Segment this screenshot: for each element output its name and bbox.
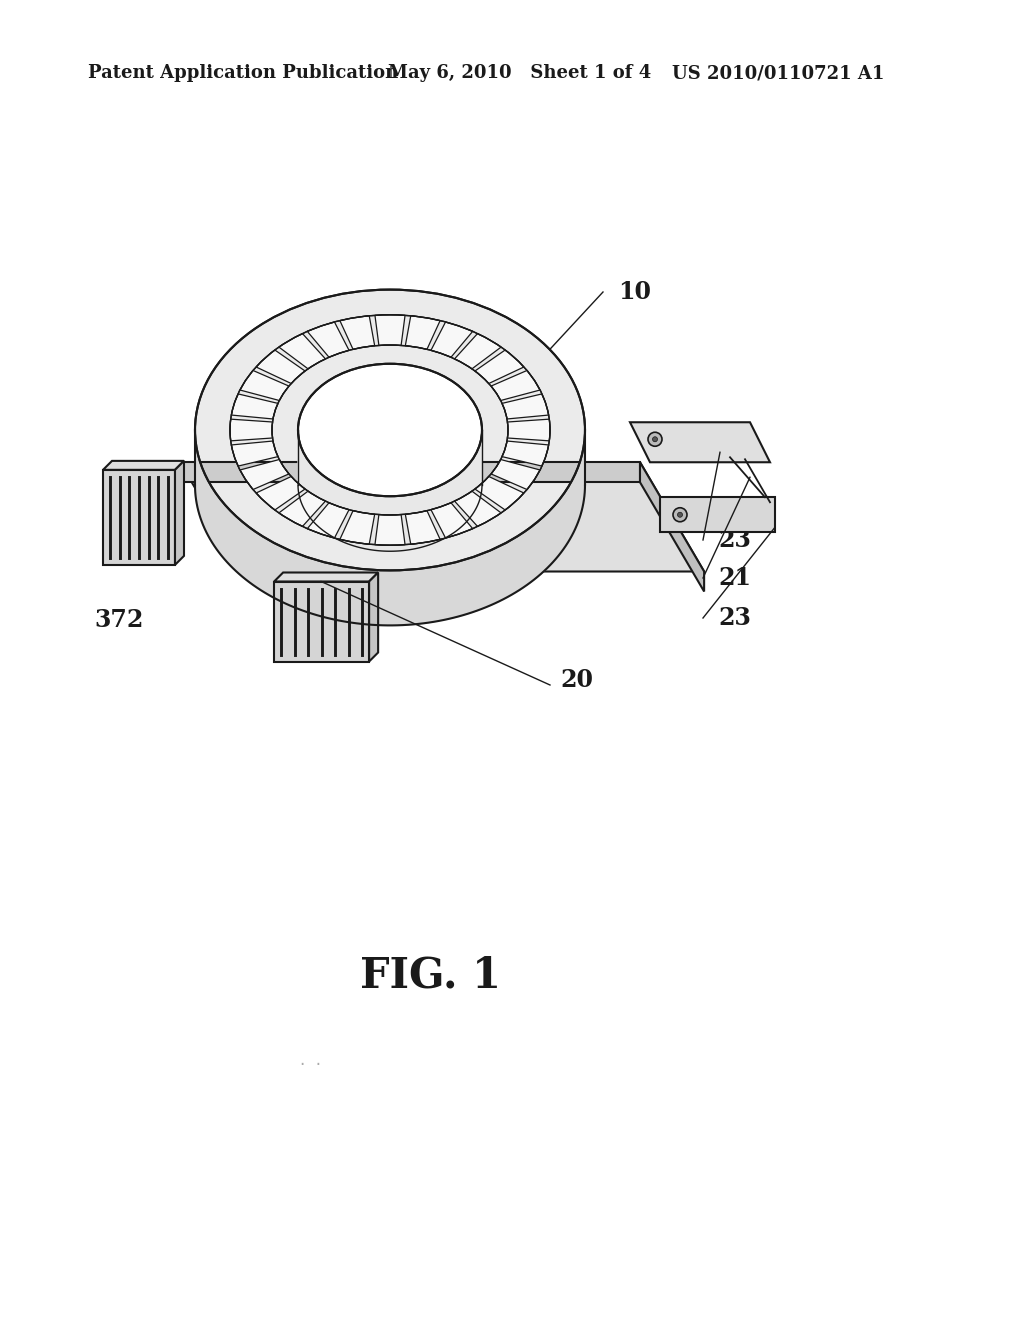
Polygon shape	[256, 350, 305, 384]
Polygon shape	[406, 511, 440, 544]
Polygon shape	[340, 315, 375, 350]
Polygon shape	[256, 477, 305, 510]
Polygon shape	[279, 334, 326, 368]
Polygon shape	[660, 498, 775, 532]
Polygon shape	[195, 430, 585, 626]
Polygon shape	[180, 462, 640, 482]
Polygon shape	[103, 470, 175, 565]
Polygon shape	[340, 511, 375, 544]
Text: 10: 10	[618, 280, 651, 304]
Polygon shape	[375, 314, 406, 346]
Polygon shape	[279, 491, 326, 527]
Text: 23: 23	[718, 606, 751, 630]
Polygon shape	[492, 459, 540, 490]
Polygon shape	[502, 393, 549, 418]
Text: May 6, 2010   Sheet 1 of 4: May 6, 2010 Sheet 1 of 4	[388, 63, 651, 82]
Polygon shape	[375, 515, 406, 545]
Text: 372: 372	[94, 609, 143, 632]
Polygon shape	[307, 322, 349, 358]
Text: 20: 20	[560, 668, 593, 692]
Polygon shape	[175, 461, 184, 565]
Text: Patent Application Publication: Patent Application Publication	[88, 63, 398, 82]
Circle shape	[678, 512, 683, 517]
Polygon shape	[274, 573, 378, 582]
Text: 23: 23	[718, 528, 751, 552]
Polygon shape	[274, 582, 369, 661]
Ellipse shape	[298, 364, 482, 496]
Polygon shape	[502, 441, 549, 466]
Polygon shape	[298, 430, 482, 552]
Polygon shape	[180, 462, 705, 572]
Polygon shape	[455, 334, 501, 368]
Ellipse shape	[195, 289, 585, 570]
Polygon shape	[630, 422, 770, 462]
Polygon shape	[369, 573, 378, 661]
Polygon shape	[103, 461, 184, 470]
Text: ·  ·: · ·	[299, 1056, 321, 1074]
Polygon shape	[475, 350, 524, 384]
Polygon shape	[231, 441, 278, 466]
Polygon shape	[406, 315, 440, 350]
Polygon shape	[240, 371, 289, 400]
Polygon shape	[640, 462, 705, 591]
Polygon shape	[231, 393, 278, 418]
Text: US 2010/0110721 A1: US 2010/0110721 A1	[672, 63, 885, 82]
Circle shape	[673, 508, 687, 521]
Polygon shape	[240, 459, 289, 490]
Polygon shape	[431, 503, 473, 539]
Polygon shape	[230, 420, 272, 441]
Polygon shape	[492, 371, 540, 400]
Text: FIG. 1: FIG. 1	[359, 954, 501, 997]
Polygon shape	[431, 322, 473, 358]
Circle shape	[652, 437, 657, 442]
Circle shape	[648, 432, 662, 446]
Polygon shape	[307, 503, 349, 539]
Text: 21: 21	[718, 566, 751, 590]
Polygon shape	[475, 477, 524, 510]
Polygon shape	[455, 491, 501, 527]
Polygon shape	[508, 420, 550, 441]
